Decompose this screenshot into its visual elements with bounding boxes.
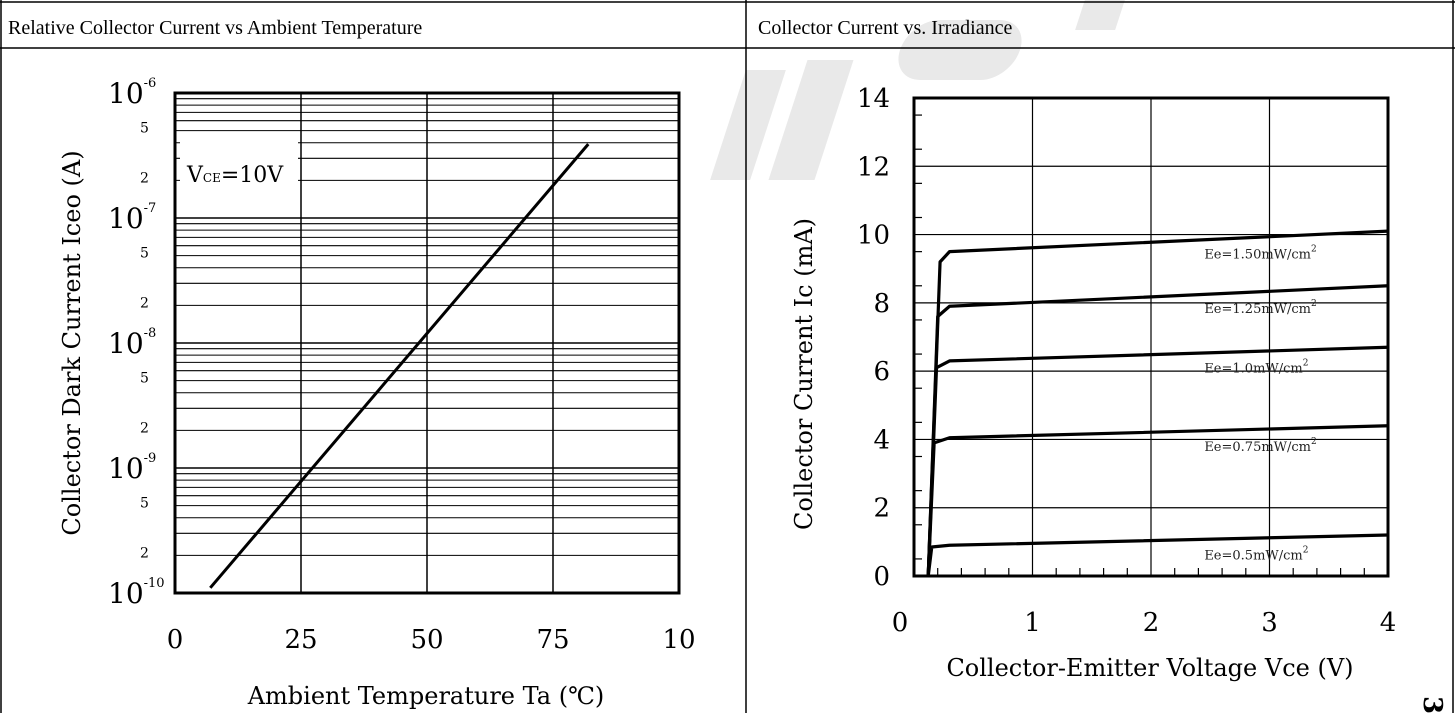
right-y-axis-label: Collector Current Ic (mA) bbox=[790, 218, 818, 530]
left-y-decade-label: 10-7 bbox=[108, 201, 156, 235]
left-y-minor-label: 5 bbox=[140, 371, 149, 387]
irradiance-series-label: Ee=1.50mW/cm2 bbox=[1204, 244, 1316, 262]
left-y-minor-label: 5 bbox=[140, 121, 149, 137]
left-x-tick-label: 10 bbox=[662, 625, 695, 655]
left-y-tick-labels: 10-6 10-7 10-8 10-9 10-10 5 2 5 2 5 2 5 2 bbox=[108, 76, 165, 610]
right-x-tick-label: 2 bbox=[1143, 608, 1160, 638]
right-grid bbox=[914, 98, 1388, 576]
left-x-tick-label: 50 bbox=[410, 625, 443, 655]
irradiance-series-line bbox=[926, 424, 1389, 577]
left-grid bbox=[175, 93, 679, 593]
irradiance-series-labels: Ee=1.50mW/cm2 Ee=1.25mW/cm2 Ee=1.0mW/cm2 Ee… bbox=[1204, 244, 1316, 563]
irradiance-series-label: Ee=0.5mW/cm2 bbox=[1204, 546, 1308, 564]
irradiance-series-label: Ee=1.25mW/cm2 bbox=[1204, 299, 1316, 317]
irradiance-series-label: Ee=1.0mW/cm2 bbox=[1204, 359, 1308, 377]
annotation-box bbox=[180, 140, 298, 188]
vce-annotation: VCE=10V bbox=[186, 163, 284, 188]
left-y-minor-label: 5 bbox=[140, 246, 149, 262]
dark-current-series-line bbox=[209, 143, 590, 589]
right-y-tick-label: 12 bbox=[857, 152, 890, 182]
left-y-minor-label: 2 bbox=[140, 420, 149, 436]
left-y-minor-label: 5 bbox=[140, 496, 149, 512]
right-x-tick-label: 1 bbox=[1024, 608, 1041, 638]
left-x-tick-label: 0 bbox=[167, 625, 184, 655]
right-x-axis-label: Collector-Emitter Voltage Vce (V) bbox=[946, 654, 1353, 682]
irradiance-series bbox=[926, 229, 1389, 577]
right-panel-title: Collector Current vs. Irradiance bbox=[758, 17, 1012, 39]
left-y-axis-label: Collector Dark Current Iceo (A) bbox=[58, 150, 86, 535]
left-y-decade-label: 10-9 bbox=[108, 451, 156, 485]
right-x-tick-label: 0 bbox=[892, 608, 909, 638]
right-y-tick-label: 2 bbox=[873, 494, 890, 524]
right-y-tick-label: 6 bbox=[873, 357, 890, 387]
left-x-tick-labels: 0 25 50 75 10 bbox=[167, 625, 696, 655]
right-y-tick-labels: 0 2 4 6 8 10 12 14 bbox=[857, 84, 890, 592]
right-y-tick-label: 10 bbox=[857, 221, 890, 251]
left-x-axis-label: Ambient Temperature Ta (℃) bbox=[247, 682, 605, 710]
left-y-decade-label: 10-10 bbox=[108, 576, 165, 610]
irradiance-series-label: Ee=0.75mW/cm2 bbox=[1204, 437, 1316, 455]
irradiance-series-line bbox=[926, 533, 1389, 577]
left-y-minor-label: 2 bbox=[140, 545, 149, 561]
left-panel-title: Relative Collector Current vs Ambient Te… bbox=[8, 17, 422, 39]
left-x-tick-label: 75 bbox=[536, 625, 569, 655]
right-x-tick-label: 4 bbox=[1380, 608, 1397, 638]
right-x-tick-labels: 0 1 2 3 4 bbox=[892, 608, 1397, 638]
right-y-tick-label: 14 bbox=[857, 84, 890, 114]
left-y-minor-label: 2 bbox=[140, 170, 149, 186]
page-number: 3 bbox=[1417, 696, 1447, 713]
left-y-decade-label: 10-6 bbox=[108, 76, 156, 110]
left-y-decade-label: 10-8 bbox=[108, 326, 156, 360]
right-y-tick-label: 0 bbox=[873, 562, 890, 592]
right-x-tick-label: 3 bbox=[1261, 608, 1278, 638]
right-y-tick-label: 8 bbox=[873, 289, 890, 319]
irradiance-series-line bbox=[926, 229, 1389, 577]
right-y-tick-label: 4 bbox=[873, 425, 890, 455]
left-y-minor-label: 2 bbox=[140, 295, 149, 311]
left-x-tick-label: 25 bbox=[284, 625, 317, 655]
right-minor-ticks bbox=[914, 114, 1365, 576]
